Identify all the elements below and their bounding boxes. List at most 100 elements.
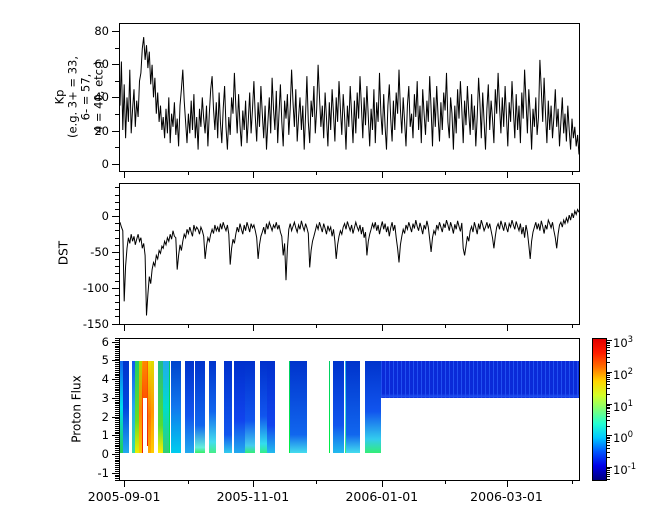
y-major-tick	[112, 341, 119, 343]
y-axis-tick-label: 1	[101, 428, 109, 443]
x-minor-tick	[445, 481, 447, 484]
y-axis-tick-label: -1	[97, 465, 109, 480]
y-minor-tick	[115, 468, 119, 470]
y-minor-tick	[115, 347, 119, 349]
y-major-tick	[112, 287, 119, 289]
y-minor-tick	[115, 237, 119, 239]
y-major-tick	[112, 360, 119, 362]
y-minor-tick	[115, 382, 119, 384]
heatmap-stripe	[169, 361, 171, 454]
y-minor-tick	[115, 474, 119, 476]
y-minor-tick	[115, 394, 119, 396]
y-minor-tick	[115, 351, 119, 353]
colorbar-minor-tick	[607, 378, 610, 380]
colorbar-minor-tick	[607, 476, 610, 478]
colorbar-minor-tick	[607, 425, 610, 427]
y-minor-tick	[115, 461, 119, 463]
y-axis-tick-label: 5	[101, 353, 109, 368]
colorbar-minor-tick	[607, 341, 610, 343]
heatmap-stripe	[333, 361, 345, 454]
colorbar-tick-label: 103	[613, 335, 634, 351]
y-major-tick	[112, 163, 119, 165]
x-major-tick	[252, 325, 254, 331]
y-minor-tick	[115, 353, 119, 354]
x-axis-tick-label: 2005-11-01	[216, 489, 290, 504]
x-minor-tick	[316, 172, 318, 175]
x-minor-tick	[445, 172, 447, 175]
y-minor-tick	[115, 390, 119, 392]
y-minor-tick	[115, 356, 119, 358]
colorbar-minor-tick	[607, 406, 610, 408]
y-major-tick	[112, 130, 119, 132]
y-minor-tick	[115, 338, 119, 339]
y-minor-tick	[115, 457, 119, 459]
heatmap-stripe	[150, 361, 155, 454]
colorbar-tick-label: 10-1	[613, 461, 637, 477]
y-major-tick	[112, 216, 119, 217]
y-axis-tick-label: -50	[90, 244, 109, 259]
heatmap-stripe	[245, 361, 255, 454]
dst-panel	[119, 183, 580, 325]
y-minor-tick	[115, 273, 119, 275]
y-minor-tick	[115, 429, 119, 431]
kp-panel	[119, 23, 580, 172]
heatmap-stripe	[141, 361, 144, 454]
colorbar-minor-tick	[607, 352, 610, 354]
y-minor-tick	[115, 395, 119, 397]
y-minor-tick	[115, 438, 119, 440]
colorbar-minor-tick	[607, 469, 610, 471]
y-minor-tick	[115, 339, 119, 341]
y-minor-tick	[115, 433, 119, 435]
y-axis-tick-label: 4	[101, 372, 109, 387]
heatmap-stripe	[120, 361, 123, 454]
y-minor-tick	[115, 266, 119, 268]
x-axis-tick-label: 2006-03-01	[470, 489, 543, 504]
y-minor-tick	[115, 388, 119, 390]
dst-trace	[120, 208, 579, 316]
y-major-tick	[112, 416, 119, 418]
colorbar-minor-tick	[607, 349, 610, 351]
heatmap-stripe	[267, 361, 275, 454]
colorbar-tick-label: 102	[613, 366, 634, 382]
x-minor-tick	[316, 481, 318, 484]
colorbar-minor-tick	[607, 457, 610, 459]
heatmap-stripe	[170, 361, 181, 454]
colorbar-minor-tick	[607, 404, 610, 406]
y-minor-tick	[115, 442, 119, 444]
proton-flux-heatmap	[120, 339, 579, 480]
x-major-tick	[124, 325, 126, 331]
heatmap-stripe	[344, 361, 346, 454]
y-minor-tick	[115, 366, 119, 367]
y-minor-tick	[115, 208, 119, 210]
y-minor-tick	[115, 410, 119, 412]
kp-trace	[120, 37, 579, 155]
y-minor-tick	[115, 309, 119, 311]
y-minor-tick	[115, 448, 119, 450]
heatmap-stripe	[345, 361, 360, 454]
x-major-tick	[124, 481, 126, 487]
y-minor-tick	[115, 364, 119, 366]
colorbar-minor-tick	[607, 388, 610, 390]
y-axis-tick-label: -100	[82, 280, 109, 295]
y-minor-tick	[115, 446, 119, 448]
y-axis-tick-label: 20	[94, 123, 109, 138]
y-minor-tick	[115, 259, 119, 260]
y-minor-tick	[115, 384, 119, 386]
y-major-tick	[112, 472, 119, 474]
y-minor-tick	[115, 345, 119, 347]
x-minor-tick	[187, 481, 189, 484]
y-axis-tick-label: 60	[94, 57, 109, 72]
colorbar-minor-tick	[607, 420, 610, 421]
y-minor-tick	[115, 244, 119, 246]
y-minor-tick	[115, 470, 119, 472]
colorbar-tick-label: 101	[613, 398, 634, 414]
x-major-tick	[252, 172, 254, 178]
colorbar-major-tick	[607, 403, 612, 405]
x-minor-tick	[187, 325, 189, 328]
heatmap-stripe	[138, 361, 142, 454]
y-minor-tick	[115, 427, 119, 429]
colorbar-minor-tick	[607, 373, 610, 375]
y-minor-tick	[115, 371, 119, 373]
y-minor-tick	[115, 367, 119, 369]
y-major-tick	[112, 251, 119, 253]
